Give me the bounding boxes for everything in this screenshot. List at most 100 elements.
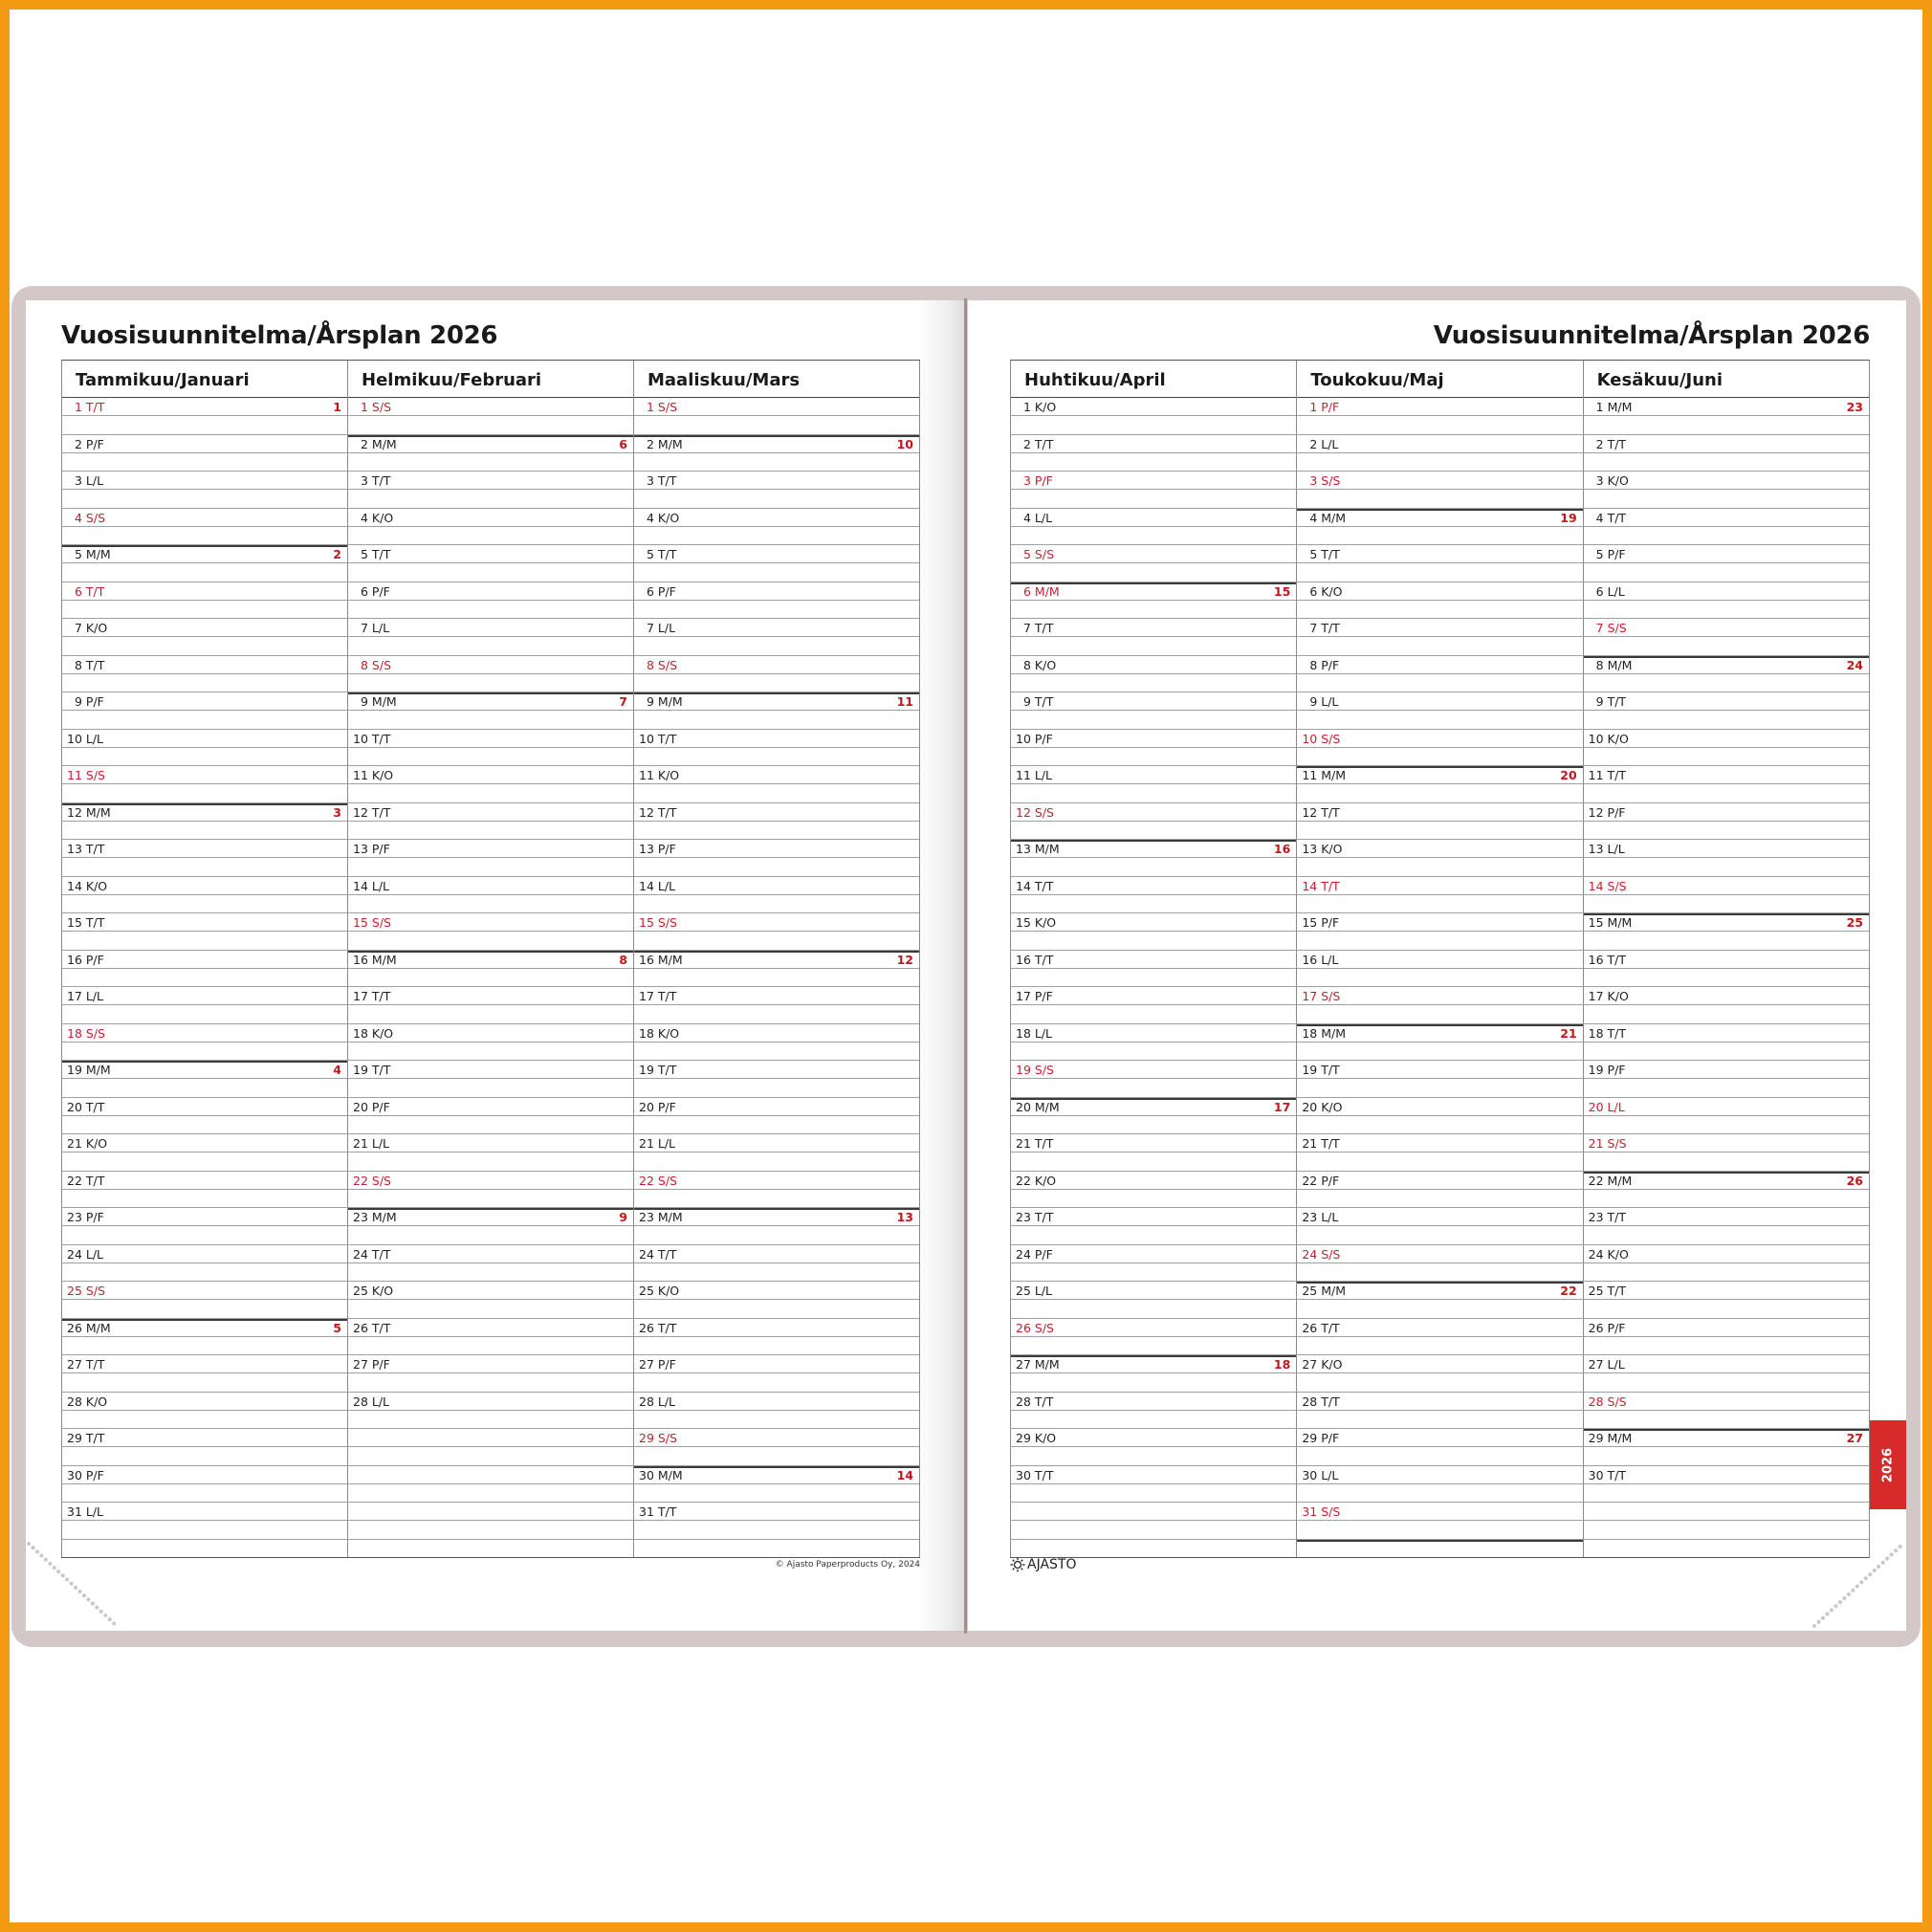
- day-row[interactable]: 20 T/T: [62, 1098, 347, 1134]
- day-row[interactable]: 5 T/T: [634, 545, 919, 582]
- day-row[interactable]: 27 L/L: [1583, 1355, 1869, 1393]
- day-row[interactable]: 30 T/T: [1583, 1466, 1869, 1503]
- day-row[interactable]: 16 P/F: [62, 951, 347, 987]
- day-row[interactable]: 15 T/T: [62, 913, 347, 951]
- day-row[interactable]: 14 T/T: [1011, 877, 1297, 913]
- day-row[interactable]: 18 M/M 21: [1297, 1023, 1583, 1061]
- day-row[interactable]: 9 M/M 11: [634, 692, 919, 730]
- day-row[interactable]: 20 P/F: [348, 1098, 633, 1134]
- day-row[interactable]: 21 K/O: [62, 1134, 347, 1172]
- day-row[interactable]: 3 P/F: [1011, 472, 1297, 509]
- day-row[interactable]: 2 M/M 6: [348, 434, 633, 472]
- day-row[interactable]: 12 T/T: [634, 803, 919, 840]
- day-row[interactable]: 1 M/M 23: [1583, 398, 1869, 435]
- day-row[interactable]: 13 K/O: [1297, 840, 1583, 877]
- day-row[interactable]: 27 M/M 18: [1011, 1355, 1297, 1393]
- day-row[interactable]: 15 S/S: [634, 913, 919, 951]
- day-row[interactable]: 30 T/T: [1011, 1466, 1297, 1503]
- day-row[interactable]: 28 T/T: [1297, 1393, 1583, 1429]
- day-row[interactable]: 2 P/F: [62, 435, 347, 472]
- day-row[interactable]: 2 M/M 10: [634, 434, 919, 472]
- day-row[interactable]: 28 S/S: [1583, 1393, 1869, 1429]
- day-row[interactable]: 5 T/T: [1297, 545, 1583, 582]
- day-row[interactable]: 26 T/T: [1297, 1319, 1583, 1355]
- extra-row[interactable]: [1584, 1540, 1869, 1558]
- day-row[interactable]: 6 L/L: [1583, 582, 1869, 619]
- day-row[interactable]: 23 L/L: [1297, 1208, 1583, 1245]
- day-row[interactable]: 12 T/T: [1297, 803, 1583, 840]
- day-row[interactable]: 10 T/T: [634, 730, 919, 766]
- day-row[interactable]: 19 T/T: [1297, 1061, 1583, 1098]
- day-row[interactable]: 20 M/M 17: [1011, 1097, 1297, 1134]
- day-row[interactable]: 17 K/O: [1583, 987, 1869, 1024]
- day-row[interactable]: 7 S/S: [1583, 619, 1869, 656]
- day-row[interactable]: 17 T/T: [348, 987, 633, 1024]
- day-row[interactable]: 13 L/L: [1583, 840, 1869, 877]
- extra-row[interactable]: [348, 1540, 633, 1558]
- day-row[interactable]: 11 M/M 20: [1297, 766, 1583, 803]
- day-row[interactable]: 30 P/F: [62, 1466, 347, 1503]
- day-row[interactable]: 10 S/S: [1297, 730, 1583, 766]
- year-tab[interactable]: 2026: [1870, 1420, 1906, 1509]
- day-row[interactable]: 28 T/T: [1011, 1393, 1297, 1429]
- day-row[interactable]: 13 P/F: [634, 840, 919, 877]
- day-row[interactable]: 23 M/M 13: [634, 1208, 919, 1245]
- day-row[interactable]: 31 L/L: [62, 1503, 347, 1540]
- day-row[interactable]: 25 T/T: [1583, 1282, 1869, 1319]
- day-row[interactable]: 19 T/T: [348, 1061, 633, 1098]
- day-row[interactable]: 12 P/F: [1583, 803, 1869, 840]
- day-row[interactable]: 16 T/T: [1583, 951, 1869, 987]
- day-row[interactable]: [1011, 1503, 1297, 1540]
- day-row[interactable]: 24 T/T: [634, 1245, 919, 1282]
- day-row[interactable]: 7 K/O: [62, 619, 347, 656]
- extra-row[interactable]: [1297, 1539, 1583, 1558]
- day-row[interactable]: 4 T/T: [1583, 509, 1869, 545]
- day-row[interactable]: 3 S/S: [1297, 472, 1583, 509]
- day-row[interactable]: 1 T/T 1: [62, 398, 347, 435]
- day-row[interactable]: 10 L/L: [62, 730, 347, 766]
- extra-row[interactable]: [1011, 1540, 1296, 1558]
- day-row[interactable]: 25 M/M 22: [1297, 1282, 1583, 1319]
- day-row[interactable]: 29 P/F: [1297, 1429, 1583, 1466]
- day-row[interactable]: 18 K/O: [348, 1024, 633, 1061]
- day-row[interactable]: [1583, 1503, 1869, 1540]
- day-row[interactable]: 3 T/T: [348, 472, 633, 509]
- day-row[interactable]: 13 P/F: [348, 840, 633, 877]
- day-row[interactable]: 11 S/S: [62, 766, 347, 803]
- day-row[interactable]: 10 P/F: [1011, 730, 1297, 766]
- day-row[interactable]: 18 K/O: [634, 1024, 919, 1061]
- day-row[interactable]: [348, 1503, 633, 1540]
- day-row[interactable]: 1 S/S: [348, 398, 633, 435]
- day-row[interactable]: 10 T/T: [348, 730, 633, 766]
- day-row[interactable]: 12 S/S: [1011, 803, 1297, 840]
- day-row[interactable]: 8 P/F: [1297, 656, 1583, 692]
- day-row[interactable]: 22 T/T: [62, 1172, 347, 1208]
- day-row[interactable]: 11 T/T: [1583, 766, 1869, 803]
- day-row[interactable]: 13 T/T: [62, 840, 347, 877]
- day-row[interactable]: 10 K/O: [1583, 730, 1869, 766]
- day-row[interactable]: 27 K/O: [1297, 1355, 1583, 1393]
- day-row[interactable]: 28 K/O: [62, 1393, 347, 1429]
- day-row[interactable]: 18 S/S: [62, 1024, 347, 1061]
- day-row[interactable]: 22 K/O: [1011, 1172, 1297, 1208]
- day-row[interactable]: 21 T/T: [1297, 1134, 1583, 1172]
- day-row[interactable]: 11 K/O: [634, 766, 919, 803]
- day-row[interactable]: 3 K/O: [1583, 472, 1869, 509]
- day-row[interactable]: 26 T/T: [634, 1319, 919, 1355]
- day-row[interactable]: 16 L/L: [1297, 951, 1583, 987]
- day-row[interactable]: [348, 1429, 633, 1466]
- day-row[interactable]: 12 M/M 3: [62, 802, 347, 840]
- day-row[interactable]: 29 T/T: [62, 1429, 347, 1466]
- day-row[interactable]: 19 P/F: [1583, 1061, 1869, 1098]
- day-row[interactable]: 9 T/T: [1011, 692, 1297, 730]
- day-row[interactable]: 9 L/L: [1297, 692, 1583, 730]
- day-row[interactable]: 2 L/L: [1297, 435, 1583, 472]
- day-row[interactable]: 4 M/M 19: [1297, 508, 1583, 545]
- day-row[interactable]: 15 M/M 25: [1583, 913, 1869, 951]
- day-row[interactable]: 5 S/S: [1011, 545, 1297, 582]
- day-row[interactable]: 27 P/F: [348, 1355, 633, 1393]
- day-row[interactable]: 21 T/T: [1011, 1134, 1297, 1172]
- day-row[interactable]: 13 M/M 16: [1011, 840, 1297, 877]
- day-row[interactable]: 27 T/T: [62, 1355, 347, 1393]
- day-row[interactable]: 15 S/S: [348, 913, 633, 951]
